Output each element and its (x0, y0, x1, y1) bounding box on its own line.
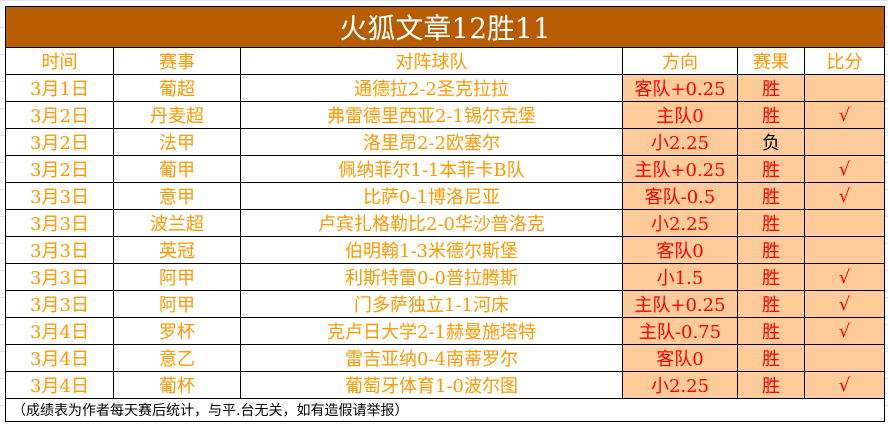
date-cell: 3月3日 (5, 290, 114, 318)
match-cell: 卢宾扎格勒比2-0华沙普洛克 (240, 209, 623, 237)
table-row: 3月3日 阿甲 门多萨独立1-1河床 主队+0.25 胜 √ (5, 290, 886, 318)
league-cell: 波兰超 (113, 209, 241, 237)
date-cell: 3月4日 (5, 344, 114, 372)
direction-cell: 小1.5 (622, 263, 738, 291)
header-direction: 方向 (622, 47, 738, 75)
table-row: 3月4日 意乙 雷吉亚纳0-4南蒂罗尔 客队0 胜 (5, 344, 886, 372)
result-cell: 胜 (737, 290, 805, 318)
direction-cell: 主队+0.25 (622, 155, 738, 183)
date-cell: 3月3日 (5, 182, 114, 210)
league-cell: 阿甲 (113, 263, 241, 291)
direction-cell: 客队0 (622, 236, 738, 264)
result-cell: 胜 (737, 371, 805, 399)
header-date: 时间 (5, 47, 114, 75)
direction-cell: 小2.25 (622, 209, 738, 237)
score-cell: √ (803, 155, 886, 183)
result-cell: 胜 (737, 236, 805, 264)
league-cell: 阿甲 (113, 290, 241, 318)
score-cell: √ (803, 101, 886, 129)
score-cell (803, 128, 886, 156)
table-row: 3月2日 葡甲 佩纳菲尔1-1本菲卡B队 主队+0.25 胜 √ (5, 155, 886, 183)
league-cell: 意乙 (113, 344, 241, 372)
date-cell: 3月3日 (5, 209, 114, 237)
match-cell: 洛里昂2-2欧塞尔 (240, 128, 623, 156)
direction-cell: 小2.25 (622, 371, 738, 399)
score-cell: √ (803, 371, 886, 399)
league-cell: 丹麦超 (113, 101, 241, 129)
match-cell: 葡萄牙体育1-0波尔图 (240, 371, 623, 399)
result-cell: 胜 (737, 182, 805, 210)
match-cell: 比萨0-1博洛尼亚 (240, 182, 623, 210)
footer-note: （成绩表为作者每天赛后统计，与平.台无关，如有造假请举报） (4, 398, 886, 422)
header-row: 时间 赛事 对阵球队 方向 赛果 比分 (5, 47, 886, 75)
table-row: 3月3日 波兰超 卢宾扎格勒比2-0华沙普洛克 小2.25 胜 (5, 209, 886, 237)
header-match: 对阵球队 (240, 47, 623, 75)
result-cell: 胜 (737, 344, 805, 372)
date-cell: 3月1日 (5, 74, 114, 102)
league-cell: 葡超 (113, 74, 241, 102)
date-cell: 3月2日 (5, 155, 114, 183)
score-cell (803, 344, 886, 372)
league-cell: 英冠 (113, 236, 241, 264)
direction-cell: 小2.25 (622, 128, 738, 156)
score-cell (803, 236, 886, 264)
league-cell: 葡杯 (113, 371, 241, 399)
date-cell: 3月3日 (5, 236, 114, 264)
direction-cell: 主队-0.75 (622, 317, 738, 345)
direction-cell: 主队+0.25 (622, 290, 738, 318)
match-cell: 利斯特雷0-0普拉腾斯 (240, 263, 623, 291)
table-row: 3月3日 英冠 伯明翰1-3米德尔斯堡 客队0 胜 (5, 236, 886, 264)
league-cell: 葡甲 (113, 155, 241, 183)
score-cell: √ (803, 317, 886, 345)
result-cell: 胜 (737, 209, 805, 237)
header-score: 比分 (803, 47, 886, 75)
date-cell: 3月2日 (5, 101, 114, 129)
table-row: 3月4日 罗杯 克卢日大学2-1赫曼施塔特 主队-0.75 胜 √ (5, 317, 886, 345)
score-cell: √ (803, 290, 886, 318)
league-cell: 意甲 (113, 182, 241, 210)
result-cell: 胜 (737, 101, 805, 129)
direction-cell: 客队0 (622, 344, 738, 372)
match-cell: 弗雷德里西亚2-1锡尔克堡 (240, 101, 623, 129)
result-cell: 负 (737, 128, 805, 156)
results-table: 火狐文章12胜11 时间 赛事 对阵球队 方向 赛果 比分 3月1日 葡超 通德拉2… (4, 6, 886, 422)
table-row: 3月2日 丹麦超 弗雷德里西亚2-1锡尔克堡 主队0 胜 √ (5, 101, 886, 129)
score-cell: √ (803, 263, 886, 291)
header-league: 赛事 (113, 47, 241, 75)
table-row: 3月2日 法甲 洛里昂2-2欧塞尔 小2.25 负 (5, 128, 886, 156)
match-cell: 克卢日大学2-1赫曼施塔特 (240, 317, 623, 345)
match-cell: 伯明翰1-3米德尔斯堡 (240, 236, 623, 264)
date-cell: 3月2日 (5, 128, 114, 156)
score-cell (803, 74, 886, 102)
match-cell: 门多萨独立1-1河床 (240, 290, 623, 318)
league-cell: 法甲 (113, 128, 241, 156)
match-cell: 雷吉亚纳0-4南蒂罗尔 (240, 344, 623, 372)
date-cell: 3月4日 (5, 371, 114, 399)
table-row: 3月1日 葡超 通德拉2-2圣克拉拉 客队+0.25 胜 (5, 74, 886, 102)
direction-cell: 主队0 (622, 101, 738, 129)
table-row: 3月3日 阿甲 利斯特雷0-0普拉腾斯 小1.5 胜 √ (5, 263, 886, 291)
direction-cell: 客队+0.25 (622, 74, 738, 102)
table-row: 3月4日 葡杯 葡萄牙体育1-0波尔图 小2.25 胜 √ (5, 371, 886, 399)
result-cell: 胜 (737, 263, 805, 291)
match-cell: 通德拉2-2圣克拉拉 (240, 74, 623, 102)
date-cell: 3月4日 (5, 317, 114, 345)
direction-cell: 客队-0.5 (622, 182, 738, 210)
result-cell: 胜 (737, 155, 805, 183)
result-cell: 胜 (737, 74, 805, 102)
score-cell: √ (803, 182, 886, 210)
match-cell: 佩纳菲尔1-1本菲卡B队 (240, 155, 623, 183)
result-cell: 胜 (737, 317, 805, 345)
table-row: 3月3日 意甲 比萨0-1博洛尼亚 客队-0.5 胜 √ (5, 182, 886, 210)
league-cell: 罗杯 (113, 317, 241, 345)
header-result: 赛果 (737, 47, 805, 75)
table-title: 火狐文章12胜11 (4, 6, 886, 48)
score-cell (803, 209, 886, 237)
date-cell: 3月3日 (5, 263, 114, 291)
